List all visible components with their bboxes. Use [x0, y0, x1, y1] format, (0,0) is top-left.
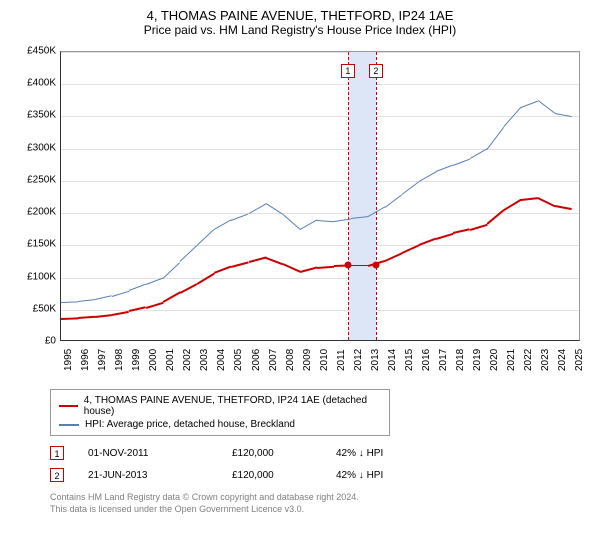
- x-tick-label: 2004: [216, 349, 228, 371]
- x-tick-label: 2007: [268, 349, 280, 371]
- x-tick-label: 2022: [523, 349, 535, 371]
- x-tick-label: 2003: [199, 349, 211, 371]
- y-tick-label: £200K: [12, 207, 56, 218]
- x-tick-label: 2021: [506, 349, 518, 371]
- legend-item: 4, THOMAS PAINE AVENUE, THETFORD, IP24 1…: [59, 394, 381, 418]
- x-tick-label: 1996: [80, 349, 92, 371]
- x-tick-label: 2009: [302, 349, 314, 371]
- transaction-pct: 42% ↓ HPI: [336, 448, 436, 459]
- x-tick-label: 2020: [489, 349, 501, 371]
- y-tick-label: £0: [12, 336, 56, 347]
- x-tick-label: 2023: [540, 349, 552, 371]
- y-tick-label: £150K: [12, 239, 56, 250]
- transaction-date: 01-NOV-2011: [88, 448, 208, 459]
- transaction-marker: 2: [50, 468, 64, 482]
- x-tick-label: 1995: [63, 349, 75, 371]
- x-tick-label: 2013: [370, 349, 382, 371]
- x-tick-label: 2018: [455, 349, 467, 371]
- chart-marker-dot: [372, 261, 379, 268]
- legend-swatch: [59, 424, 79, 426]
- transaction-pct: 42% ↓ HPI: [336, 470, 436, 481]
- transaction-price: £120,000: [232, 448, 312, 459]
- x-tick-label: 2024: [557, 349, 569, 371]
- x-tick-label: 2008: [285, 349, 297, 371]
- transaction-date: 21-JUN-2013: [88, 470, 208, 481]
- transaction-table: 1 01-NOV-2011 £120,000 42% ↓ HPI 2 21-JU…: [50, 442, 588, 486]
- x-tick-label: 2016: [421, 349, 433, 371]
- y-tick-label: £400K: [12, 78, 56, 89]
- transaction-price: £120,000: [232, 470, 312, 481]
- chart-legend: 4, THOMAS PAINE AVENUE, THETFORD, IP24 1…: [50, 389, 390, 436]
- transaction-marker: 1: [50, 446, 64, 460]
- chart-marker-box: 1: [341, 64, 355, 78]
- footnote-line: Contains HM Land Registry data © Crown c…: [50, 492, 588, 504]
- y-tick-label: £100K: [12, 271, 56, 282]
- legend-swatch: [59, 405, 78, 407]
- chart-title: 4, THOMAS PAINE AVENUE, THETFORD, IP24 1…: [12, 8, 588, 23]
- y-tick-label: £300K: [12, 142, 56, 153]
- x-tick-label: 2014: [387, 349, 399, 371]
- y-tick-label: £250K: [12, 174, 56, 185]
- x-tick-label: 2010: [319, 349, 331, 371]
- footnote: Contains HM Land Registry data © Crown c…: [50, 492, 588, 515]
- footnote-line: This data is licensed under the Open Gov…: [50, 504, 588, 516]
- y-tick-label: £350K: [12, 110, 56, 121]
- legend-label: HPI: Average price, detached house, Brec…: [85, 419, 295, 430]
- chart-container: 4, THOMAS PAINE AVENUE, THETFORD, IP24 1…: [0, 0, 600, 521]
- x-tick-label: 2001: [165, 349, 177, 371]
- x-tick-label: 2000: [148, 349, 160, 371]
- chart-marker-box: 2: [369, 64, 383, 78]
- chart-marker-dot: [344, 261, 351, 268]
- x-tick-label: 2006: [251, 349, 263, 371]
- chart-area: 12 £0 £50K £100K £150K £200K £250K £300K £350K £…: [12, 43, 588, 383]
- x-tick-label: 1997: [97, 349, 109, 371]
- x-tick-label: 1998: [114, 349, 126, 371]
- x-tick-label: 2011: [336, 349, 348, 371]
- transaction-row: 2 21-JUN-2013 £120,000 42% ↓ HPI: [50, 464, 588, 486]
- x-tick-label: 1999: [131, 349, 143, 371]
- y-tick-label: £50K: [12, 303, 56, 314]
- chart-subtitle: Price paid vs. HM Land Registry's House …: [12, 23, 588, 37]
- y-tick-label: £450K: [12, 46, 56, 57]
- x-tick-label: 2012: [353, 349, 365, 371]
- x-tick-label: 2015: [404, 349, 416, 371]
- x-tick-label: 2019: [472, 349, 484, 371]
- x-tick-label: 2025: [574, 349, 586, 371]
- chart-plot: 12: [60, 51, 580, 341]
- transaction-row: 1 01-NOV-2011 £120,000 42% ↓ HPI: [50, 442, 588, 464]
- x-tick-label: 2017: [438, 349, 450, 371]
- x-tick-label: 2005: [233, 349, 245, 371]
- x-tick-label: 2002: [182, 349, 194, 371]
- legend-label: 4, THOMAS PAINE AVENUE, THETFORD, IP24 1…: [84, 395, 381, 417]
- legend-item: HPI: Average price, detached house, Brec…: [59, 418, 381, 431]
